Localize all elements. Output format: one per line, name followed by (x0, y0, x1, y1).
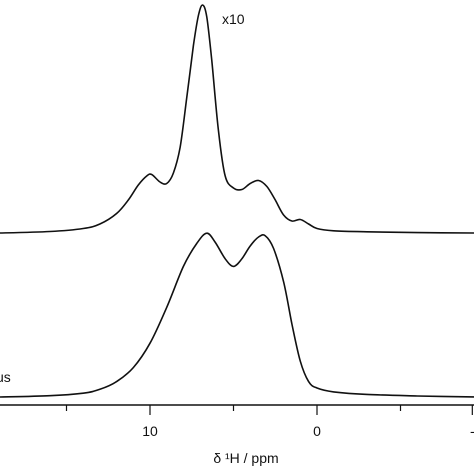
x-axis-ticks: 10 0 - (65, 405, 474, 439)
top-spectrum-line (0, 4, 474, 234)
bottom-spectrum-annotation: us (0, 369, 11, 385)
x-tick-label: 0 (313, 423, 321, 439)
x-axis-label: δ ¹H / ppm (213, 450, 278, 466)
bottom-spectrum-line (0, 232, 474, 398)
spectra-group (0, 4, 474, 398)
top-spectrum-annotation: x10 (222, 11, 245, 27)
x-tick-label: 10 (142, 423, 158, 439)
x-tick-label: - (470, 423, 474, 439)
